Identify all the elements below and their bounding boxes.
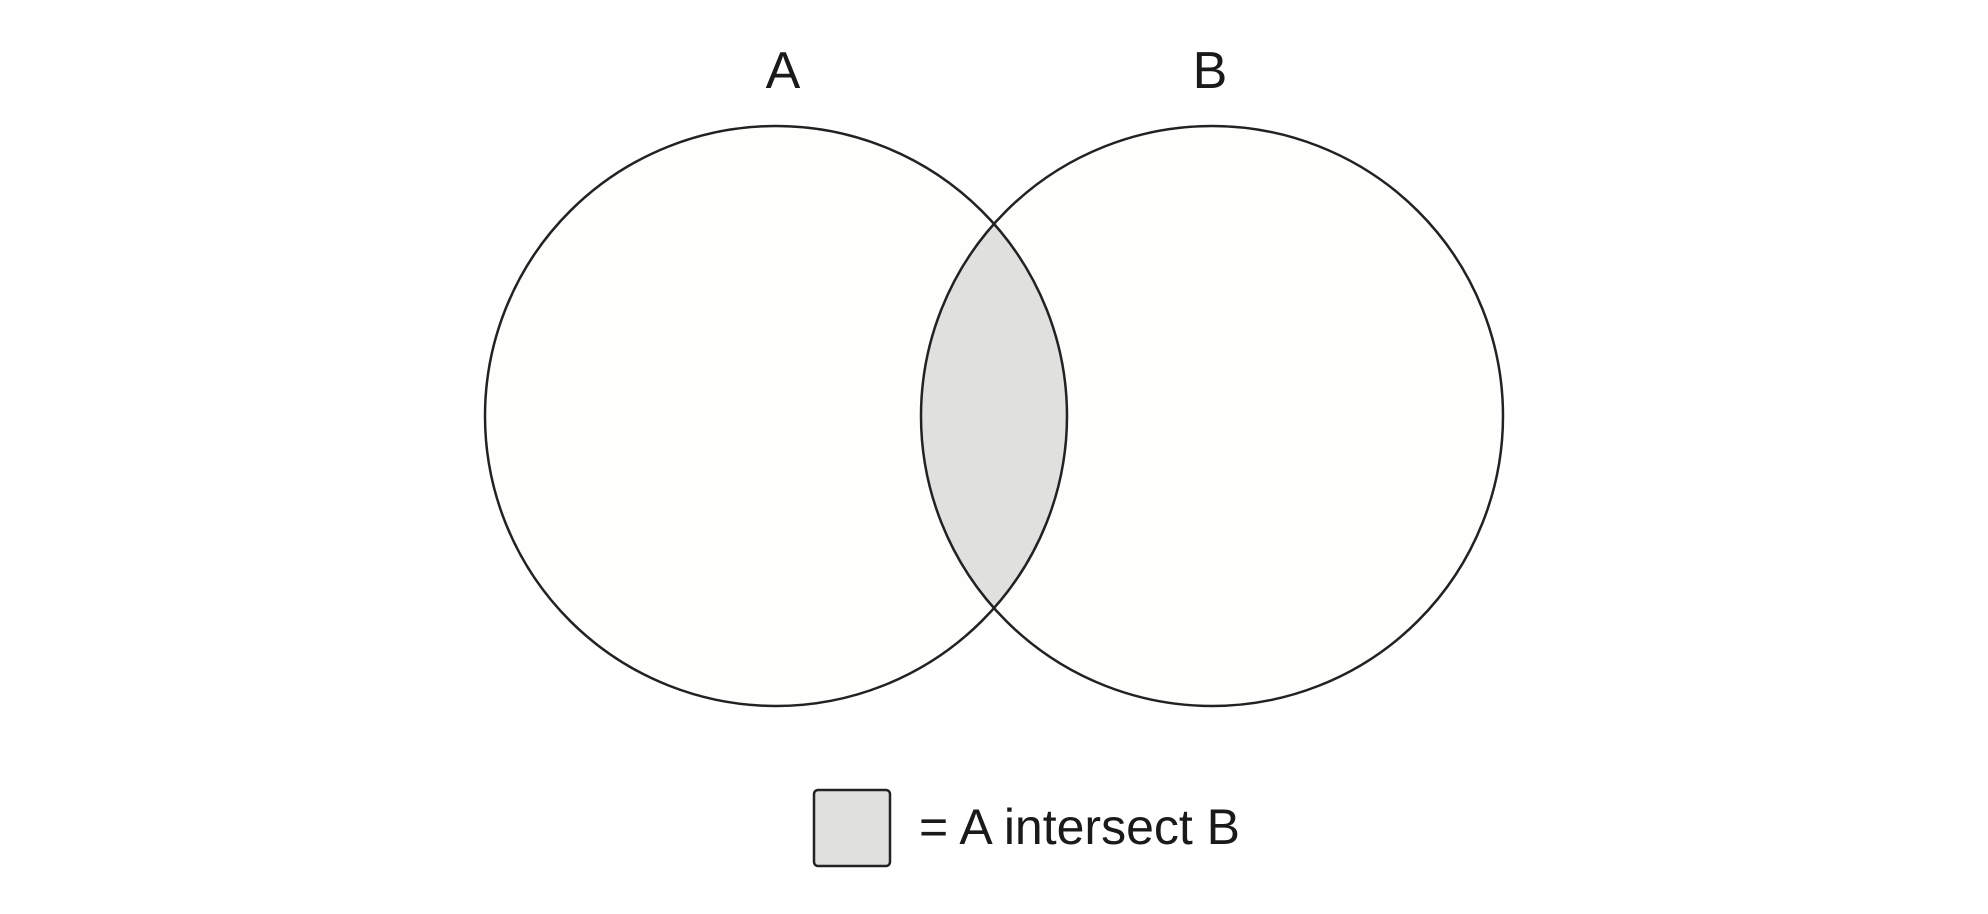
legend-swatch: [812, 788, 892, 868]
circle-a-fill: [485, 126, 1067, 706]
set-label-b: B: [1193, 42, 1228, 100]
circle-b-fill: [921, 126, 1503, 706]
legend-label: = A intersect B: [919, 799, 1240, 855]
circle-b-outline: [919, 124, 1505, 708]
set-label-a: A: [766, 42, 801, 100]
circle-a-outline: [483, 124, 1069, 708]
